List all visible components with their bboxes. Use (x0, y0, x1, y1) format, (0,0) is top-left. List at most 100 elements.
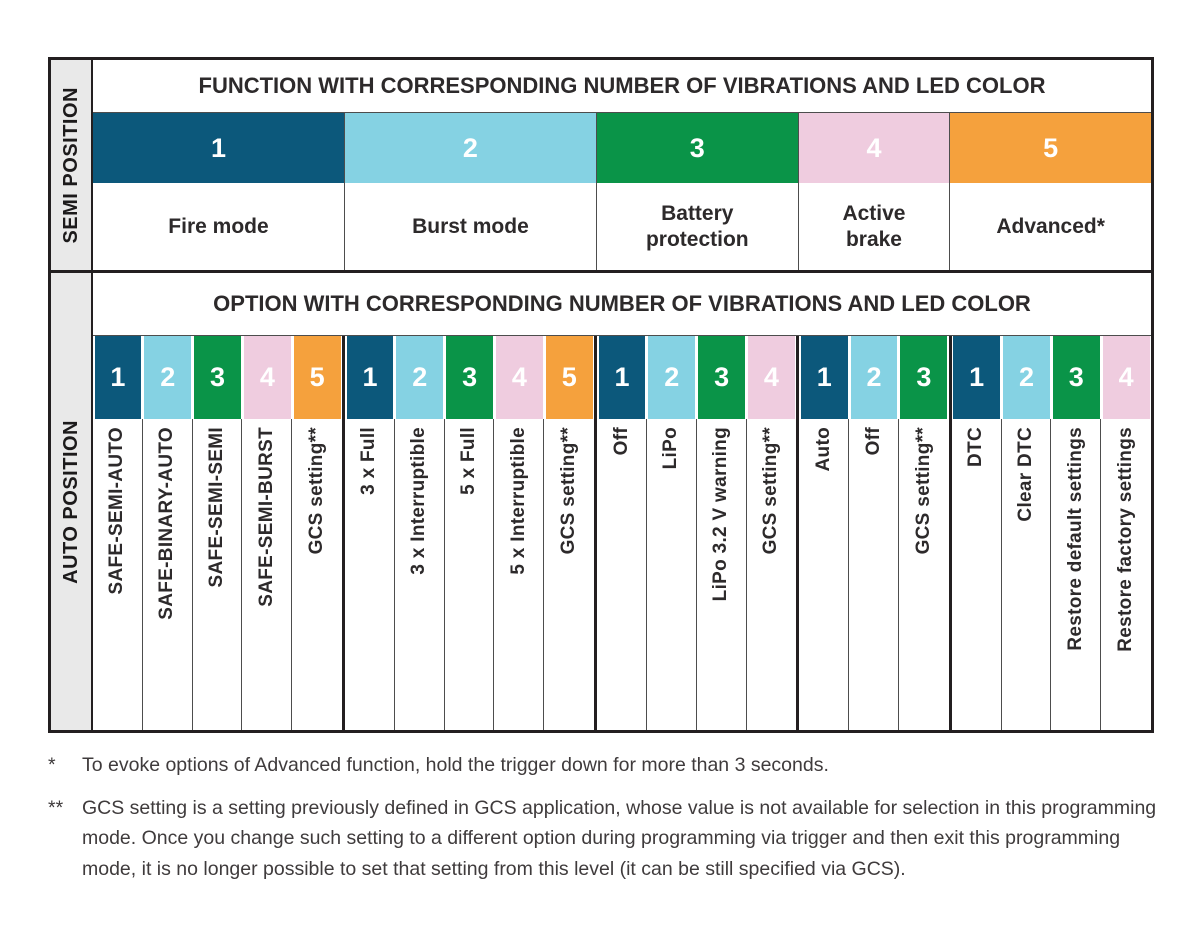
option-label: Restore default settings (1064, 427, 1086, 651)
option-number-cell: 4 (1102, 336, 1150, 419)
option-column: 4 Restore factory settings (1101, 336, 1151, 730)
option-group: 1 3 x Full 2 3 x Interruptible 3 5 x Full 4 5 x… (345, 336, 598, 730)
option-column: 2 3 x Interruptible (395, 336, 445, 730)
option-number-cell: 3 (698, 336, 746, 419)
auto-position-strip: AUTO POSITION (51, 273, 93, 730)
semi-position-section: SEMI POSITION FUNCTION WITH CORRESPONDIN… (51, 60, 1152, 270)
option-number-cell: 2 (144, 336, 192, 419)
footnote-text: GCS setting is a setting previously defi… (82, 797, 1157, 880)
option-number-cell: 3 (900, 336, 948, 419)
option-label: 5 x Full (458, 427, 480, 495)
option-number-cell: 1 (800, 336, 848, 419)
option-number-cell: 5 (545, 336, 593, 419)
footnote: ** GCS setting is a setting previously de… (48, 793, 1164, 884)
option-column: 5 GCS setting** (292, 336, 342, 730)
semi-position-label: SEMI POSITION (59, 86, 82, 244)
option-column: 1 SAFE-SEMI-AUTO (93, 336, 143, 730)
option-label: Auto (812, 427, 834, 472)
option-label-cell: 3 x Interruptible (395, 419, 445, 730)
option-column: 3 Restore default settings (1051, 336, 1102, 730)
option-label: Off (862, 427, 884, 456)
option-number-cell: 1 (598, 336, 646, 419)
option-number-cell: 3 (1052, 336, 1100, 419)
option-group: 1 Auto 2 Off 3 GCS setting** (799, 336, 952, 730)
auto-section-body: OPTION WITH CORRESPONDING NUMBER OF VIBR… (93, 273, 1151, 730)
option-label-cell: Restore factory settings (1101, 419, 1151, 730)
option-label-cell: LiPo (647, 419, 697, 730)
footnote-marker: ** (48, 797, 64, 820)
footnote-marker: * (48, 754, 56, 776)
function-header: FUNCTION WITH CORRESPONDING NUMBER OF VI… (93, 60, 1151, 113)
programming-table: SEMI POSITION FUNCTION WITH CORRESPONDIN… (48, 57, 1154, 733)
option-number-cell: 4 (495, 336, 543, 419)
option-label: 5 x Interruptible (507, 427, 529, 575)
semi-position-strip: SEMI POSITION (51, 60, 93, 270)
option-column: 4 5 x Interruptible (494, 336, 545, 730)
option-label: LiPo 3.2 V warning (710, 427, 732, 602)
option-column: 5 GCS setting** (544, 336, 594, 730)
option-label-cell: Auto (799, 419, 850, 730)
option-label: 3 x Full (358, 427, 380, 495)
option-column: 4 SAFE-SEMI-BURST (242, 336, 293, 730)
option-number-cell: 3 (194, 336, 241, 419)
footnote-text: To evoke options of Advanced function, h… (82, 754, 829, 776)
option-label-cell: Off (849, 419, 899, 730)
option-label-cell: GCS setting** (899, 419, 949, 730)
option-label-cell: GCS setting** (747, 419, 797, 730)
option-number-cell: 5 (293, 336, 341, 419)
option-label-cell: Clear DTC (1002, 419, 1052, 730)
function-column: 3 Battery protection (596, 113, 799, 270)
option-group: 1 Off 2 LiPo 3 LiPo 3.2 V warning 4 GCS setting… (597, 336, 800, 730)
option-number-cell: 4 (243, 336, 291, 419)
function-number-cell: 2 (344, 113, 596, 183)
option-label-cell: 5 x Interruptible (494, 419, 545, 730)
option-column: 1 Off (597, 336, 647, 730)
option-label: SAFE-SEMI-SEMI (206, 427, 228, 588)
option-column: 3 SAFE-SEMI-SEMI (193, 336, 243, 730)
option-label-cell: SAFE-SEMI-BURST (242, 419, 293, 730)
option-label: Restore factory settings (1115, 427, 1137, 652)
function-column: 2 Burst mode (344, 113, 597, 270)
option-number-cell: 1 (953, 336, 1001, 419)
function-number-cell: 3 (596, 113, 798, 183)
option-column: 3 LiPo 3.2 V warning (697, 336, 747, 730)
option-label-cell: LiPo 3.2 V warning (697, 419, 747, 730)
option-label-cell: Off (597, 419, 647, 730)
function-number-cell: 4 (798, 113, 950, 183)
option-label: GCS setting** (306, 427, 328, 555)
auto-position-section: AUTO POSITION OPTION WITH CORRESPONDING … (51, 270, 1151, 730)
function-number-cell: 5 (950, 113, 1152, 183)
option-group: 1 DTC 2 Clear DTC 3 Restore default settings 4… (952, 336, 1151, 730)
option-label: GCS setting** (912, 427, 934, 555)
option-label: DTC (965, 427, 987, 467)
option-label-cell: GCS setting** (544, 419, 594, 730)
option-column: 2 Off (849, 336, 899, 730)
function-column: 5 Advanced* (950, 113, 1152, 270)
option-label-cell: 5 x Full (445, 419, 495, 730)
function-row: 1 Fire mode 2 Burst mode 3 Battery protection… (93, 113, 1152, 270)
function-label: Burst mode (412, 214, 529, 238)
option-number-cell: 2 (396, 336, 444, 419)
option-number-cell: 1 (94, 336, 142, 419)
option-label: Off (610, 427, 632, 456)
option-label: SAFE-BINARY-AUTO (156, 427, 178, 620)
option-label-cell: SAFE-SEMI-SEMI (193, 419, 243, 730)
option-label: SAFE-SEMI-BURST (255, 427, 277, 607)
option-label-cell: SAFE-BINARY-AUTO (143, 419, 193, 730)
auto-position-label: AUTO POSITION (59, 419, 82, 584)
option-number-cell: 1 (346, 336, 394, 419)
function-label: Advanced* (996, 214, 1105, 238)
option-number-cell: 2 (1003, 336, 1050, 419)
option-label: 3 x Interruptible (408, 427, 430, 575)
option-column: 2 SAFE-BINARY-AUTO (143, 336, 193, 730)
function-label: Fire mode (168, 214, 269, 238)
option-column: 2 LiPo (647, 336, 697, 730)
function-number-cell: 1 (93, 113, 344, 183)
option-number-cell: 4 (748, 336, 795, 419)
option-groups: 1 SAFE-SEMI-AUTO 2 SAFE-BINARY-AUTO 3 SAFE-SE… (93, 336, 1151, 730)
option-label: GCS setting** (760, 427, 782, 555)
option-column: 1 3 x Full (345, 336, 395, 730)
option-column: 3 5 x Full (445, 336, 495, 730)
option-label-cell: Restore default settings (1051, 419, 1102, 730)
